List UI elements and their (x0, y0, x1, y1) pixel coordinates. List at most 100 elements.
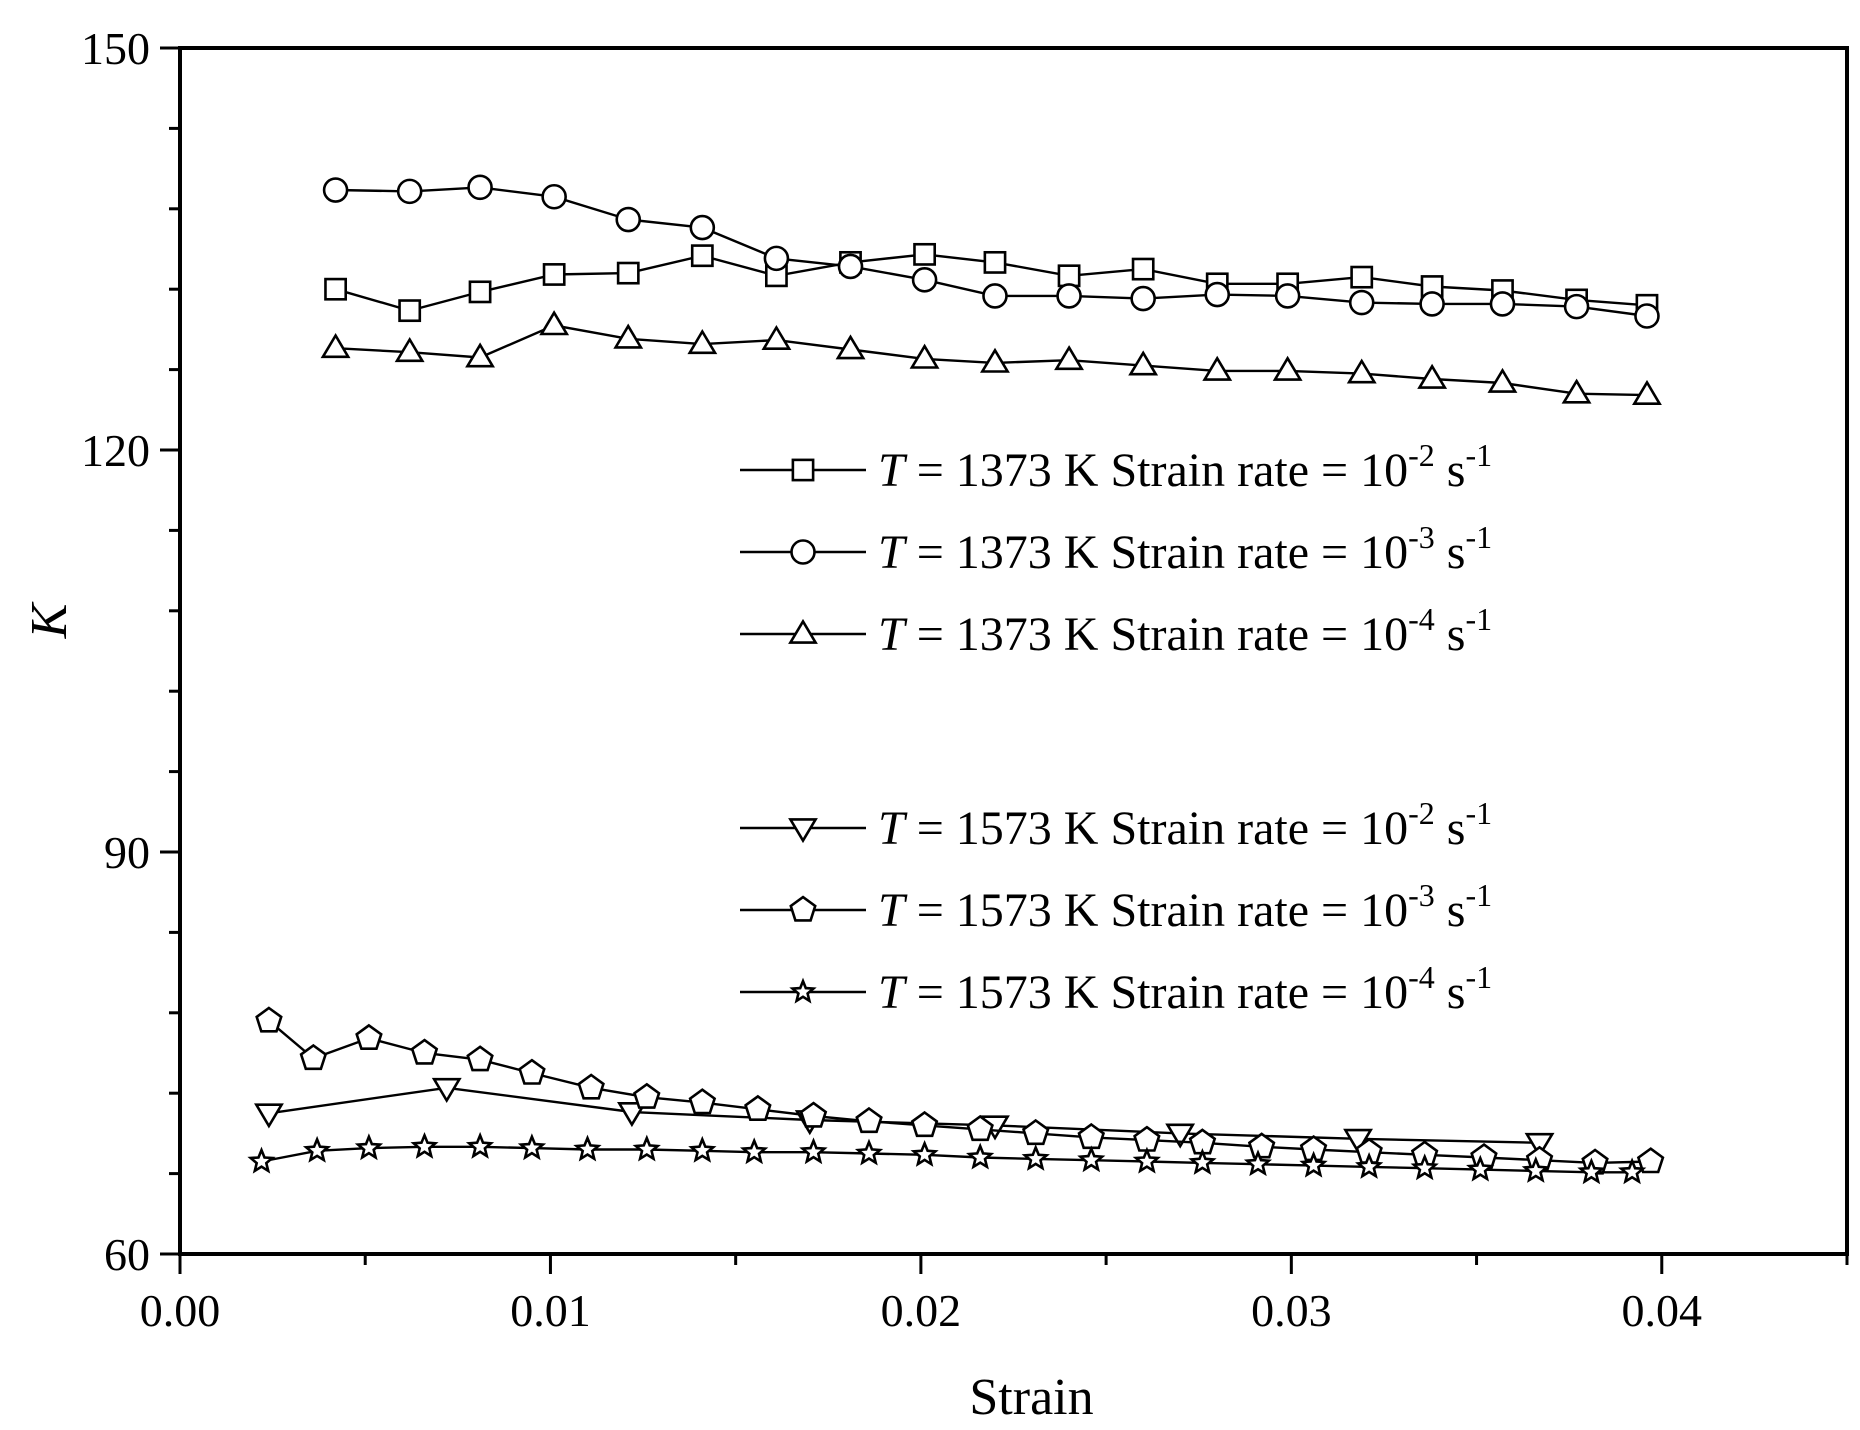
data-point (1348, 289, 1375, 316)
series-line (261, 1145, 1633, 1174)
data-point (465, 342, 495, 368)
y-tick-label: 90 (104, 827, 150, 878)
data-point (1487, 367, 1518, 393)
data-point (1561, 378, 1592, 404)
y-tick-label: 150 (81, 23, 150, 74)
data-point (763, 245, 790, 272)
data-point (1132, 1146, 1161, 1174)
data-point (1634, 303, 1660, 329)
data-point (739, 1137, 769, 1165)
data-point (302, 1135, 332, 1163)
plot-series (247, 174, 1665, 1185)
data-point (394, 336, 425, 363)
data-point (468, 280, 492, 304)
data-point (1563, 293, 1590, 320)
data-point (1272, 355, 1303, 381)
legend-entry-1: T = 1373 K Strain rate = 10-2 s-1 (740, 437, 1492, 497)
data-point (1057, 264, 1081, 288)
data-point (687, 328, 718, 355)
data-point (541, 183, 567, 210)
tick-labels: 60 90 120 150 0.00 0.01 0.02 0.03 0.04 (81, 23, 1702, 1336)
data-point (983, 250, 1007, 274)
legend-entry-2: T = 1373 K Strain rate = 10-3 s-1 (740, 519, 1492, 579)
data-point (465, 1131, 495, 1159)
data-point (1054, 345, 1084, 371)
data-point (254, 1103, 284, 1129)
legend-entry-5: T = 1573 K Strain rate = 10-3 s-1 (740, 877, 1492, 937)
x-tick-label: 0.03 (1251, 1285, 1332, 1336)
data-point (744, 1094, 772, 1121)
data-point (761, 324, 792, 351)
legend-entry-6: T = 1573 K Strain rate = 10-4 s-1 (740, 959, 1492, 1019)
data-point (980, 347, 1010, 373)
legend-marker (788, 818, 818, 844)
data-point (539, 310, 570, 336)
data-point (1577, 1157, 1606, 1185)
data-point (542, 263, 566, 286)
data-point (1417, 363, 1448, 389)
data-point (690, 244, 714, 268)
data-point (909, 343, 940, 369)
data-point (354, 1133, 384, 1161)
data-point (322, 177, 349, 203)
data-point (1632, 379, 1662, 406)
data-point (966, 1114, 994, 1142)
data-point (1021, 1118, 1050, 1146)
series-2 (322, 174, 1660, 329)
data-point (1021, 1144, 1050, 1171)
data-point (910, 1139, 939, 1167)
legend-marker (789, 895, 817, 922)
data-point (1466, 1154, 1495, 1182)
data-point (1299, 1150, 1328, 1178)
data-point (1165, 1123, 1196, 1149)
data-point (518, 1058, 546, 1085)
data-point (577, 1073, 605, 1100)
data-point (615, 206, 642, 233)
data-point (255, 1006, 283, 1033)
data-point (1077, 1145, 1106, 1173)
data-point (1489, 291, 1516, 317)
axis-ticks (160, 46, 1849, 1274)
series-1 (324, 242, 1659, 323)
y-tick-label: 120 (81, 425, 150, 476)
data-point (1202, 355, 1233, 381)
data-point (320, 332, 351, 359)
data-point (299, 1043, 328, 1071)
data-point (573, 1134, 602, 1162)
data-point (431, 1077, 462, 1104)
data-point (467, 174, 493, 201)
data-point (1130, 285, 1156, 312)
data-point (910, 1110, 939, 1138)
data-point (632, 1082, 661, 1109)
data-point (1636, 1147, 1665, 1174)
axis-titles: Strain K (21, 601, 1094, 1426)
data-point (1243, 1149, 1273, 1177)
data-point (1419, 291, 1445, 317)
data-point (982, 283, 1008, 309)
data-point (1128, 350, 1159, 376)
data-point (689, 214, 716, 241)
legend-entry-3: T = 1373 K Strain rate = 10-4 s-1 (740, 601, 1492, 661)
plot-frame (178, 46, 1849, 1256)
y-tick-label: 60 (104, 1229, 150, 1280)
x-axis-title: Strain (969, 1369, 1093, 1426)
legend-label: T = 1573 K Strain rate = 10-2 s-1 (878, 795, 1492, 855)
data-point (1056, 283, 1082, 309)
legend-marker (788, 618, 818, 644)
data-point (410, 1038, 439, 1065)
data-point (517, 1133, 547, 1161)
x-tick-label: 0.04 (1622, 1285, 1703, 1336)
series-4 (254, 1077, 1555, 1158)
series-6 (247, 1131, 1647, 1185)
data-point (1188, 1148, 1217, 1175)
series-3 (320, 310, 1662, 406)
legend-entry-4: T = 1573 K Strain rate = 10-2 s-1 (740, 795, 1492, 855)
legend-label: T = 1373 K Strain rate = 10-3 s-1 (878, 519, 1492, 579)
data-point (1350, 265, 1374, 289)
data-point (835, 334, 866, 360)
data-point (688, 1088, 717, 1115)
data-point (613, 323, 644, 349)
data-point (799, 1101, 828, 1128)
data-point (1247, 1132, 1276, 1159)
